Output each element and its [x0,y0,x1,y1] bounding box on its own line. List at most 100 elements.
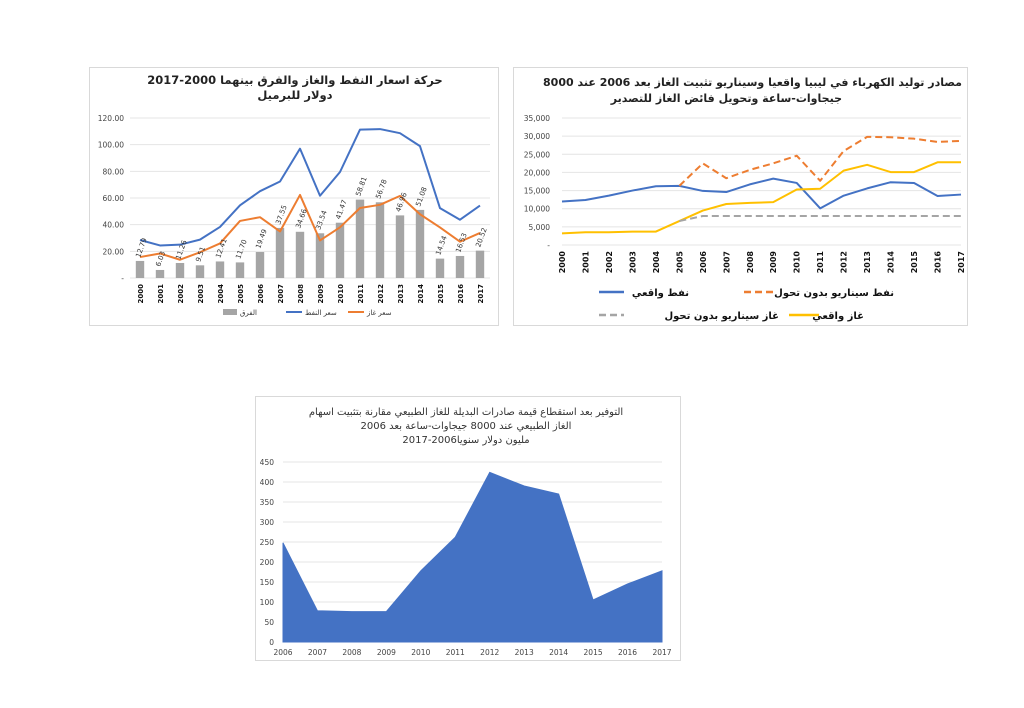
chart1-bar-label: 34.66 [294,207,309,229]
chart2-y-tick: 20,000 [524,168,550,177]
chart1-bar [375,202,385,278]
chart3-x-tick: 2008 [342,648,361,657]
chart2-y-tick: 15,000 [524,187,550,196]
chart2-x-tick: 2010 [793,251,802,274]
chart3-y-tick: 100 [260,598,275,607]
chart1-x-tick: 2005 [237,284,245,304]
chart1-x-tick: 2017 [477,284,485,304]
chart1-bar [135,260,145,278]
chart2-x-tick: 2001 [581,251,590,274]
chart1-legend-swatch-diff [223,309,237,315]
chart1-bar [455,255,465,278]
chart3-y-tick: 0 [269,638,274,647]
chart1-bar-label: 33.54 [314,209,329,231]
chart3-x-tick: 2017 [652,648,671,657]
chart1-x-tick: 2012 [377,284,385,304]
chart1-legend-oil: سعر النفط [305,309,337,317]
chart2-title-line1: مصادر توليد الكهرباء في ليبيا واقعيا وسي… [543,76,962,89]
chart1-bar [395,215,405,278]
chart2-x-tick: 2014 [887,251,896,274]
chart2-y-tick: 30,000 [524,132,550,141]
chart1-x-tick: 2010 [337,284,345,304]
chart2-y-tick: - [547,241,550,250]
chart2-y-tick: 10,000 [524,205,550,214]
chart1-bar [255,252,265,278]
chart2-y-tick: 25,000 [524,150,550,159]
chart2-line-1 [678,135,962,187]
chart1-bar-label: 9.51 [194,246,207,263]
chart2-legend-label-1: نفط سيناريو بدون تحول [774,288,894,299]
chart-electricity-sources: مصادر توليد الكهرباء في ليبيا واقعيا وسي… [513,67,968,326]
chart1-x-tick: 2014 [417,284,425,304]
chart1-x-tick: 2008 [297,284,305,304]
chart2-x-tick: 2013 [863,251,872,273]
chart1-x-tick: 2007 [277,284,285,304]
chart2-x-tick: 2006 [699,251,708,274]
chart3-title-line1: التوفير بعد استقطاع قيمة صادرات البديلة … [309,407,623,418]
chart1-bar [275,227,285,278]
chart1-x-tick: 2006 [257,284,265,304]
chart1-x-tick: 2011 [357,284,365,304]
chart3-y-tick: 400 [260,478,275,487]
chart1-bar-label: 14.54 [434,234,449,256]
chart3-y-tick: 250 [260,538,275,547]
chart2-x-tick: 2005 [675,251,684,274]
chart3-area [282,471,663,643]
chart1-x-tick: 2004 [217,284,225,304]
chart3-x-tick: 2010 [411,648,430,657]
chart1-x-tick: 2009 [317,284,325,304]
chart-electricity-sources-svg: مصادر توليد الكهرباء في ليبيا واقعيا وسي… [524,76,966,322]
chart1-bar [175,262,185,278]
chart1-legend-diff: الفرق [240,309,257,317]
chart1-x-tick: 2001 [157,284,165,304]
chart1-bar [335,222,345,278]
chart2-title-line2: جيجاوات-ساعة وتحويل فائض الغاز للتصدير [610,92,842,105]
chart3-x-tick: 2013 [515,648,534,657]
chart1-title-line1: حركة اسعار النفط والغاز والفرق بينهما 20… [147,73,442,88]
chart1-bar-label: 12.41 [214,238,228,260]
chart3-title-line3: مليون دولار سنويا2006-2017 [402,435,529,446]
chart1-y-tick: 80.00 [103,167,125,176]
chart1-x-tick: 2003 [197,284,205,304]
chart1-bar [355,199,365,278]
chart2-x-tick: 2004 [652,251,661,274]
chart2-x-tick: 2016 [934,251,943,274]
chart-savings-area-svg: التوفير بعد استقطاع قيمة صادرات البديلة … [260,407,672,657]
chart2-line-0 [561,177,962,210]
chart1-bar [155,269,165,278]
chart1-bar [215,261,225,278]
chart1-x-tick: 2013 [397,284,405,304]
chart3-y-tick: 300 [260,518,275,527]
chart1-legend-gas: سعر غاز [366,309,392,317]
chart3-x-tick: 2007 [308,648,327,657]
chart1-bar [415,209,425,278]
chart3-x-tick: 2009 [377,648,396,657]
chart1-x-tick: 2016 [457,284,465,304]
chart1-bar-label: 19.49 [254,228,268,250]
chart1-x-tick: 2002 [177,284,185,304]
chart1-x-tick: 2000 [137,284,145,304]
chart3-x-tick: 2012 [480,648,499,657]
chart1-bar-label: 6.03 [154,250,167,267]
chart2-x-tick: 2011 [816,251,825,274]
chart-savings-area: التوفير بعد استقطاع قيمة صادرات البديلة … [255,396,681,661]
chart1-y-tick: 60.00 [103,194,125,203]
chart1-bar [195,265,205,278]
chart2-x-tick: 2002 [605,251,614,273]
chart1-y-tick: 20.00 [103,247,125,256]
chart1-bar-label: 16.53 [454,232,468,254]
chart1-bar-label: 11.70 [234,239,248,261]
chart1-bar [475,250,485,278]
chart3-y-tick: 150 [260,578,275,587]
chart1-x-tick: 2015 [437,284,445,304]
chart1-bar [235,262,245,278]
chart2-legend-label-0: نفط واقعي [632,288,689,299]
chart3-x-tick: 2016 [618,648,637,657]
chart2-y-tick: 5,000 [529,223,551,232]
chart3-y-tick: 350 [260,498,275,507]
chart1-title-line2: دولار للبرميل [257,88,332,103]
chart2-legend-label-2: غاز واقعي [812,311,864,322]
chart2-x-tick: 2012 [840,251,849,273]
chart2-line-3 [679,214,961,223]
chart2-x-tick: 2009 [769,251,778,274]
